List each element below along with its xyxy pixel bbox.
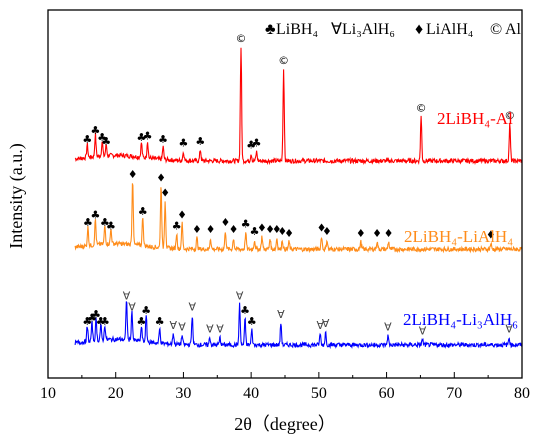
peak-marker-club: ♣ (178, 137, 188, 150)
peak-marker-club: ♣ (90, 124, 100, 137)
peak-marker-diamond: ♦ (220, 216, 230, 229)
series-label-0: 2LiBH₄-Al (437, 109, 513, 128)
peak-marker-club: ♣ (82, 315, 92, 328)
peak-marker-forall: ∀ (236, 289, 244, 302)
peak-marker-copyright: © (416, 102, 427, 115)
x-tick-label: 80 (514, 385, 530, 402)
legend-label: LiAlH₄ (426, 21, 474, 38)
series-label-1: 2LiBH₄-LiAlH₄ (404, 227, 513, 246)
peak-marker-club: ♣ (195, 135, 205, 148)
peak-marker-diamond: ♦ (229, 223, 239, 236)
peak-marker-club: ♣ (82, 133, 92, 146)
peak-marker-club: ♣ (138, 205, 148, 218)
peak-marker-forall: ∀ (188, 300, 196, 313)
peak-marker-diamond: ♦ (272, 223, 282, 236)
peak-marker-diamond: ♦ (384, 227, 394, 240)
peak-marker-club: ♣ (246, 139, 256, 152)
plot-area: ♣♣♣♣ ♣♣ ♣ ♣ ♣ ♣♣©©©©♣♣♣♣♣♣ ♣♣♦ ♦♦♦♦ ♦♦♦ ♦♦♦♦♦ ♦♦ ♦ ♦… (74, 32, 523, 350)
peak-marker-forall: ∀ (277, 308, 285, 321)
peak-marker-diamond: ♦ (284, 227, 294, 240)
peak-marker-club: ♣ (100, 216, 110, 229)
x-tick-label: 40 (243, 385, 259, 402)
x-axis-label: 2θ（degree） (234, 414, 336, 434)
peak-marker-club: ♣ (97, 131, 107, 144)
peak-marker-diamond: ♦ (257, 221, 267, 234)
peak-marker-club: ♣ (87, 311, 97, 324)
peak-marker-forall: ∀ (128, 300, 136, 313)
x-tick-label: 60 (379, 385, 395, 402)
x-tick-label: 20 (108, 385, 124, 402)
series-trace-2 (74, 301, 523, 350)
peak-marker-copyright: © (278, 54, 289, 67)
peak-marker-diamond: ♦ (192, 223, 202, 236)
peak-marker-forall: ∀ (316, 319, 324, 332)
peak-marker-club: ♣ (241, 218, 251, 231)
series-labels: 2LiBH₄-Al 2LiBH₄-LiAlH₄ 2LiBH₄-Li₃AlH₆ (403, 109, 518, 329)
peak-marker-club: ♣ (141, 304, 151, 317)
peak-marker-forall: ∀ (419, 324, 427, 337)
peak-marker-club: ♣ (143, 129, 153, 142)
legend-symbol-club: ♣ (265, 21, 276, 38)
peak-marker-club: ♣ (172, 219, 182, 232)
peak-marker-forall: ∀ (178, 321, 186, 334)
peak-marker-copyright: © (504, 109, 515, 122)
legend-symbol-diamond: ♦ (415, 21, 423, 38)
peak-marker-club: ♣ (137, 131, 147, 144)
peak-marker-club: ♣ (137, 315, 147, 328)
peak-marker-diamond: ♦ (206, 223, 216, 236)
peak-marker-diamond: ♦ (372, 227, 382, 240)
x-axis-ticks: 10 20 30 40 50 60 70 80 (40, 372, 530, 402)
peak-marker-diamond: ♦ (317, 221, 327, 234)
peak-marker-club: ♣ (247, 315, 257, 328)
peak-marker-club: ♣ (155, 315, 165, 328)
peak-marker-club: ♣ (106, 219, 116, 232)
peak-marker-club: ♣ (101, 135, 111, 148)
peak-marker-forall: ∀ (123, 289, 131, 302)
peak-marker-club: ♣ (158, 133, 168, 146)
peak-marker-club: ♣ (240, 304, 250, 317)
peak-marker-club: ♣ (96, 315, 106, 328)
peak-marker-diamond: ♦ (128, 168, 138, 181)
x-tick-label: 30 (175, 385, 191, 402)
legend-symbol-copyright: © (490, 21, 502, 38)
peak-marker-diamond: ♦ (177, 208, 187, 221)
y-axis-label: Intensity (a.u.) (6, 143, 27, 248)
legend-label: Li₃AlH₆ (342, 21, 395, 38)
peak-marker-forall: ∀ (384, 321, 392, 334)
legend-label: Al (505, 21, 522, 38)
peak-marker-diamond: ♦ (322, 225, 332, 238)
peak-marker-diamond: ♦ (156, 172, 166, 185)
peak-marker-forall: ∀ (216, 323, 224, 336)
peak-marker-forall: ∀ (322, 317, 330, 330)
peak-marker-club: ♣ (252, 137, 262, 150)
legend-label: LiBH₄ (276, 21, 318, 38)
x-tick-label: 10 (40, 385, 56, 402)
peak-marker-club: ♣ (91, 308, 101, 321)
peak-marker-club: ♣ (100, 315, 110, 328)
peak-marker-club: ♣ (90, 208, 100, 221)
peak-marker-diamond: ♦ (265, 223, 275, 236)
peak-marker-club: ♣ (250, 225, 260, 238)
peak-marker-forall: ∀ (206, 323, 214, 336)
peak-marker-club: ♣ (83, 216, 93, 229)
legend: ♣ LiBH₄ ∀ Li₃AlH₆ ♦ LiAlH₄ © Al (265, 21, 522, 38)
peak-marker-diamond: ♦ (277, 225, 287, 238)
x-tick-label: 50 (311, 385, 327, 402)
legend-symbol-forall: ∀ (331, 21, 342, 38)
peak-marker-forall: ∀ (505, 323, 513, 336)
peak-marker-diamond: ♦ (486, 229, 496, 242)
peak-marker-diamond: ♦ (160, 186, 170, 199)
peak-marker-diamond: ♦ (356, 227, 366, 240)
series-label-2: 2LiBH₄-Li₃AlH₆ (403, 310, 518, 329)
x-tick-label: 70 (446, 385, 462, 402)
series-trace-1 (74, 183, 523, 254)
peak-marker-forall: ∀ (170, 319, 178, 332)
series-trace-0 (74, 47, 523, 166)
peak-marker-copyright: © (235, 32, 246, 45)
